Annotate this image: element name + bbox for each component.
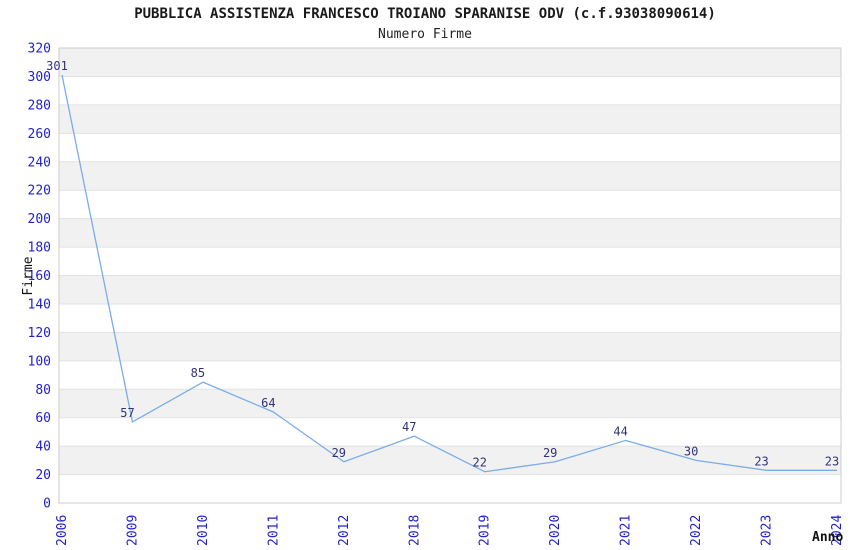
x-tick-label: 2019 — [478, 515, 493, 546]
data-point-label: 85 — [191, 366, 205, 380]
data-point-label: 301 — [46, 59, 68, 73]
data-point-label: 29 — [543, 446, 557, 460]
plot-band — [59, 190, 841, 219]
x-tick-label: 2018 — [407, 515, 422, 546]
plot-border — [58, 47, 842, 504]
y-tick-label: 0 — [43, 497, 51, 512]
y-tick-label: 260 — [28, 127, 51, 142]
data-point-label: 57 — [120, 406, 134, 420]
data-point-label: 22 — [473, 456, 487, 470]
y-tick-label: 100 — [28, 354, 51, 369]
y-tick-label: 20 — [35, 468, 51, 483]
plot-band — [59, 76, 841, 105]
x-axis-title: Anno — [812, 530, 844, 545]
plot-band — [59, 48, 841, 77]
y-tick-label: 200 — [28, 212, 51, 227]
plot-band — [59, 332, 841, 361]
x-tick-label: 2022 — [689, 515, 704, 546]
x-tick-label: 2020 — [548, 515, 563, 546]
plot-band — [59, 303, 841, 333]
y-tick-label: 220 — [28, 184, 51, 199]
y-tick-label: 160 — [28, 269, 51, 284]
plot-band — [59, 133, 841, 162]
x-tick-label: 2012 — [337, 515, 352, 546]
x-tick-label: 2010 — [196, 515, 211, 546]
series-line — [61, 74, 837, 473]
y-tick-label: 320 — [28, 42, 51, 57]
plot-band — [59, 104, 841, 134]
data-point-label: 30 — [684, 444, 698, 458]
plot-band — [59, 446, 841, 475]
y-tick-label: 280 — [28, 98, 51, 113]
plot-band — [59, 161, 841, 191]
y-tick-label: 40 — [35, 440, 51, 455]
chart-subtitle: Numero Firme — [378, 27, 472, 42]
data-point-label: 44 — [613, 424, 627, 438]
x-tick-label: 2021 — [619, 515, 634, 546]
plot-band — [59, 474, 841, 503]
chart-title: PUBBLICA ASSISTENZA FRANCESCO TROIANO SP… — [134, 6, 716, 22]
data-point-label: 23 — [825, 454, 839, 468]
y-tick-label: 60 — [35, 411, 51, 426]
x-tick-label: 2011 — [266, 515, 281, 546]
plot-band — [59, 360, 841, 390]
y-axis-title: Firme — [21, 256, 36, 296]
data-point-label: 64 — [261, 396, 275, 410]
y-tick-label: 240 — [28, 155, 51, 170]
x-tick-label: 2023 — [760, 515, 775, 546]
y-tick-label: 300 — [28, 70, 51, 85]
x-tick-label: 2024 — [830, 515, 845, 546]
plot-band — [59, 389, 841, 418]
data-point-label: 29 — [332, 446, 346, 460]
plot-band — [59, 218, 841, 248]
data-point-label: 23 — [754, 454, 768, 468]
plot-band — [59, 275, 841, 304]
y-tick-label: 120 — [28, 326, 51, 341]
plot-band — [59, 247, 841, 276]
y-tick-label: 180 — [28, 241, 51, 256]
y-tick-label: 140 — [28, 297, 51, 312]
x-tick-label: 2006 — [55, 515, 70, 546]
plot-band — [59, 417, 841, 447]
y-tick-label: 80 — [35, 383, 51, 398]
data-point-label: 47 — [402, 420, 416, 434]
x-tick-label: 2009 — [125, 515, 140, 546]
